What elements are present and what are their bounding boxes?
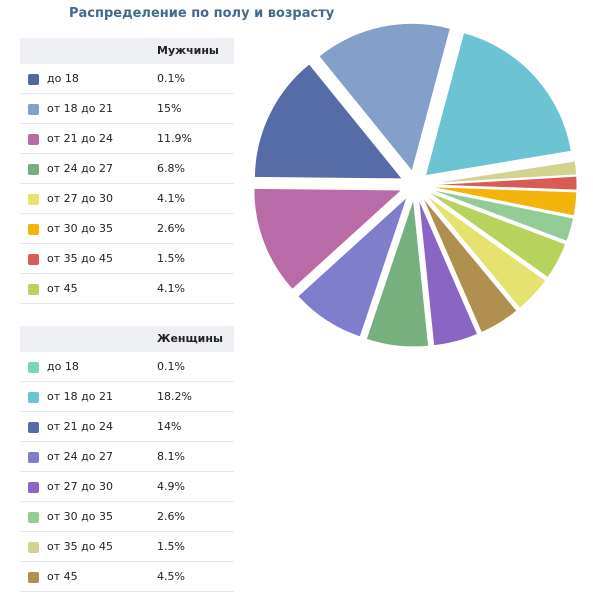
pie-slice [428, 160, 578, 185]
legend-value: 1.5% [157, 252, 185, 265]
women-legend-row: от 35 до 45 1.5% [20, 532, 234, 562]
legend-value: 6.8% [157, 162, 185, 175]
legend-swatch [28, 542, 39, 553]
men-legend-row: от 21 до 24 11.9% [20, 124, 234, 154]
men-legend-row: от 27 до 30 4.1% [20, 184, 234, 214]
legend-label: до 18 [47, 360, 79, 373]
women-table-header: Женщины [20, 326, 234, 352]
legend-label: до 18 [47, 72, 79, 85]
pie-slice [253, 63, 404, 180]
men-legend-row: от 45 4.1% [20, 274, 234, 304]
legend-swatch [28, 572, 39, 583]
legend-swatch [28, 452, 39, 463]
pie-slice [253, 187, 404, 291]
legend-value: 4.9% [157, 480, 185, 493]
legend-value: 14% [157, 420, 182, 433]
men-header-label: Мужчины [157, 44, 219, 57]
legend-label: от 30 до 35 [47, 510, 113, 523]
men-legend-table: Мужчины до 18 0.1% от 18 до 21 15% от 21 до … [20, 38, 234, 304]
legend-value: 2.6% [157, 510, 185, 523]
legend-swatch [28, 134, 39, 145]
pie-slice [424, 194, 547, 310]
legend-label: от 27 до 30 [47, 192, 113, 205]
legend-label: от 45 [47, 282, 78, 295]
legend-swatch [28, 104, 39, 115]
legend-value: 1.5% [157, 540, 185, 553]
legend-swatch [28, 254, 39, 265]
legend-label: от 18 до 21 [47, 102, 113, 115]
women-header-label: Женщины [157, 332, 223, 345]
legend-label: от 24 до 27 [47, 162, 113, 175]
women-legend-row: от 21 до 24 14% [20, 412, 234, 442]
men-legend-row: от 30 до 35 2.6% [20, 214, 234, 244]
pie-slice [365, 198, 430, 348]
women-legend-row: от 18 до 21 18.2% [20, 382, 234, 412]
legend-value: 4.1% [157, 192, 185, 205]
legend-swatch [28, 224, 39, 235]
women-legend-table: Женщины до 18 0.1% от 18 до 21 18.2% от 21 д… [20, 326, 234, 592]
pie-slice [297, 195, 409, 338]
legend-label: от 45 [47, 570, 78, 583]
legend-swatch [28, 422, 39, 433]
legend-label: от 24 до 27 [47, 450, 113, 463]
legend-label: от 18 до 21 [47, 390, 113, 403]
legend-value: 0.1% [157, 72, 185, 85]
women-legend-row: от 45 4.5% [20, 562, 234, 592]
legend-swatch [28, 74, 39, 85]
legend-swatch [28, 392, 39, 403]
legend-value: 18.2% [157, 390, 192, 403]
legend-value: 0.1% [157, 360, 185, 373]
legend-swatch [28, 482, 39, 493]
legend-label: от 35 до 45 [47, 540, 113, 553]
legend-swatch [28, 194, 39, 205]
pie-slice [424, 32, 572, 177]
legend-label: от 21 до 24 [47, 420, 113, 433]
pie-slice [418, 198, 479, 347]
pie-slice [428, 188, 575, 242]
pie-slice [427, 191, 567, 279]
pie-slice [318, 22, 452, 173]
legend-label: от 30 до 35 [47, 222, 113, 235]
men-table-header: Мужчины [20, 38, 234, 64]
legend-label: от 27 до 30 [47, 480, 113, 493]
legend-value: 2.6% [157, 222, 185, 235]
legend-label: от 35 до 45 [47, 252, 113, 265]
women-legend-row: от 24 до 27 8.1% [20, 442, 234, 472]
legend-value: 4.5% [157, 570, 185, 583]
women-legend-row: от 30 до 35 2.6% [20, 502, 234, 532]
men-legend-row: от 24 до 27 6.8% [20, 154, 234, 184]
legend-value: 11.9% [157, 132, 192, 145]
legend-value: 8.1% [157, 450, 185, 463]
pie-slice [428, 158, 576, 184]
men-legend-row: от 35 до 45 1.5% [20, 244, 234, 274]
legend-swatch [28, 164, 39, 175]
pie-slice [428, 186, 578, 217]
legend-label: от 21 до 24 [47, 132, 113, 145]
men-legend-row: от 18 до 21 15% [20, 94, 234, 124]
legend-swatch [28, 512, 39, 523]
legend-swatch [28, 284, 39, 295]
men-legend-row: до 18 0.1% [20, 64, 234, 94]
legend-value: 15% [157, 102, 182, 115]
women-legend-row: до 18 0.1% [20, 352, 234, 382]
chart-title: Распределение по полу и возрасту [69, 6, 335, 21]
pie-slice [421, 196, 518, 334]
legend-value: 4.1% [157, 282, 185, 295]
legend-swatch [28, 362, 39, 373]
women-legend-row: от 27 до 30 4.9% [20, 472, 234, 502]
pie-slice [428, 175, 578, 191]
